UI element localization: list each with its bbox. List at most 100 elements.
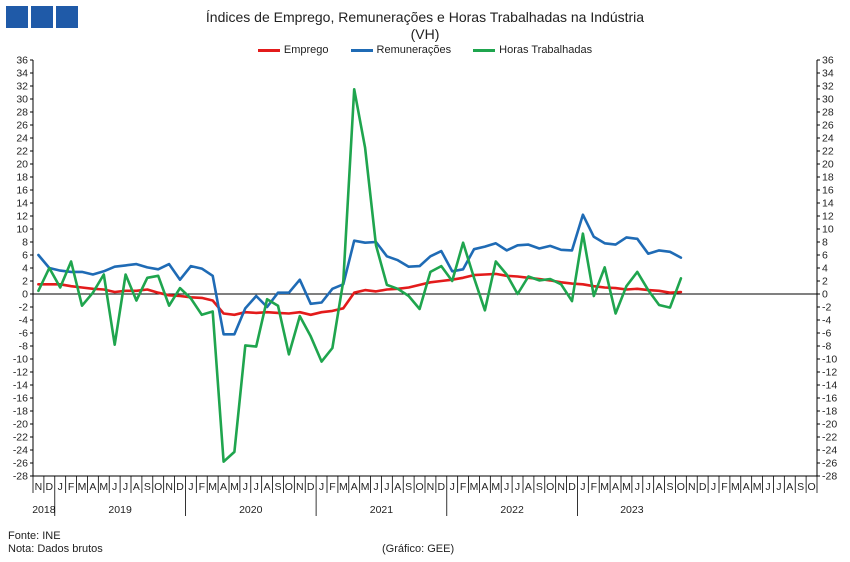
x-tick-label: D [176, 481, 184, 493]
y-tick-label-right: 14 [822, 198, 834, 210]
y-tick-label-right: 10 [822, 224, 834, 236]
x-tick-label: J [515, 481, 520, 493]
x-tick-label: M [78, 481, 87, 493]
year-label: 2021 [370, 504, 394, 516]
data-note: Nota: Dados brutos [8, 543, 103, 555]
y-tick-label-right: -6 [822, 328, 831, 340]
x-tick-label: J [123, 481, 128, 493]
y-tick-label-right: -28 [822, 471, 837, 483]
y-tick-label-right: -24 [822, 445, 837, 457]
chart-title: Índices de Emprego, Remunerações e Horas… [205, 9, 645, 25]
x-tick-label: J [711, 481, 716, 493]
y-tick-label-right: 6 [822, 250, 828, 262]
ine-logo [6, 6, 78, 28]
y-tick-label-left: -18 [13, 406, 28, 418]
chart-subtitle: (VH) [410, 26, 440, 42]
y-tick-label-left: 2 [22, 276, 28, 288]
legend-item-remuneracoes: Remunerações [350, 44, 452, 56]
chart-credit: (Gráfico: GEE) [382, 543, 455, 555]
x-tick-label: A [264, 481, 271, 493]
x-tick-label: A [612, 481, 619, 493]
y-tick-label-left: -14 [13, 380, 28, 392]
y-tick-label-right: 8 [822, 237, 828, 249]
x-tick-label: N [557, 481, 565, 493]
x-tick-label: D [438, 481, 446, 493]
y-tick-label-left: 16 [16, 185, 28, 197]
legend-label-remuneracoes: Remunerações [376, 44, 452, 56]
x-tick-label: A [743, 481, 750, 493]
x-tick-label: F [591, 481, 597, 493]
y-tick-label-right: -12 [822, 367, 837, 379]
x-tick-label: M [731, 481, 740, 493]
legend-swatch-emprego [257, 48, 280, 52]
series-line-remunera-es [37, 213, 683, 336]
y-tick-label-left: 36 [16, 55, 28, 67]
x-tick-label: N [427, 481, 435, 493]
x-tick-label: S [536, 481, 543, 493]
x-tick-label: O [807, 481, 815, 493]
x-tick-label: J [646, 481, 651, 493]
x-tick-label: J [450, 481, 455, 493]
y-tick-label-right: 30 [822, 94, 834, 106]
y-tick-label-right: 34 [822, 68, 834, 80]
x-tick-label: F [460, 481, 466, 493]
year-label: 2018 [32, 504, 56, 516]
y-tick-label-right: 32 [822, 81, 834, 93]
y-tick-label-left: -6 [19, 328, 28, 340]
series-line-horas-trabalhadas [37, 88, 683, 464]
x-tick-label: A [394, 481, 401, 493]
x-tick-label: M [230, 481, 239, 493]
x-tick-label: F [68, 481, 74, 493]
x-tick-label: J [504, 481, 509, 493]
y-tick-label-left: 0 [22, 289, 28, 301]
x-tick-label: D [699, 481, 707, 493]
x-tick-label: F [721, 481, 727, 493]
x-tick-label: N [165, 481, 173, 493]
year-label: 2023 [620, 504, 644, 516]
x-tick-label: M [491, 481, 500, 493]
chart-legend: Emprego Remunerações Horas Trabalhadas [0, 44, 850, 56]
y-tick-label-right: -10 [822, 354, 837, 366]
y-tick-label-left: -12 [13, 367, 28, 379]
y-tick-label-right: -18 [822, 406, 837, 418]
x-tick-label: A [220, 481, 227, 493]
x-tick-label: O [677, 481, 685, 493]
x-tick-label: M [361, 481, 370, 493]
x-tick-label: O [154, 481, 162, 493]
y-tick-label-right: -14 [822, 380, 837, 392]
y-tick-label-right: 36 [822, 55, 834, 67]
y-tick-label-right: 20 [822, 159, 834, 171]
x-tick-label: J [243, 481, 248, 493]
y-tick-label-right: -2 [822, 302, 831, 314]
x-tick-label: J [319, 481, 324, 493]
x-tick-label: M [339, 481, 348, 493]
y-tick-label-left: 14 [16, 198, 28, 210]
y-tick-label-right: -8 [822, 341, 831, 353]
x-tick-label: J [254, 481, 259, 493]
x-tick-label: F [199, 481, 205, 493]
y-tick-label-right: 2 [822, 276, 828, 288]
y-tick-label-left: 8 [22, 237, 28, 249]
y-tick-label-right: 28 [822, 107, 834, 119]
y-tick-label-right: -4 [822, 315, 831, 327]
x-tick-label: J [112, 481, 117, 493]
y-tick-label-left: -24 [13, 445, 28, 457]
x-tick-label: A [525, 481, 532, 493]
x-tick-label: S [797, 481, 804, 493]
x-tick-label: S [405, 481, 412, 493]
y-tick-label-right: 24 [822, 133, 834, 145]
x-tick-label: A [656, 481, 663, 493]
y-tick-label-right: 0 [822, 289, 828, 301]
y-tick-label-left: 18 [16, 172, 28, 184]
x-tick-label: M [622, 481, 631, 493]
legend-item-horas: Horas Trabalhadas [473, 44, 592, 56]
y-tick-label-left: -16 [13, 393, 28, 405]
x-tick-label: S [144, 481, 151, 493]
x-tick-label: M [99, 481, 108, 493]
y-tick-label-right: 18 [822, 172, 834, 184]
x-tick-label: O [285, 481, 293, 493]
y-tick-label-left: 20 [16, 159, 28, 171]
y-tick-label-left: -22 [13, 432, 28, 444]
x-tick-label: N [296, 481, 304, 493]
x-tick-label: F [329, 481, 335, 493]
